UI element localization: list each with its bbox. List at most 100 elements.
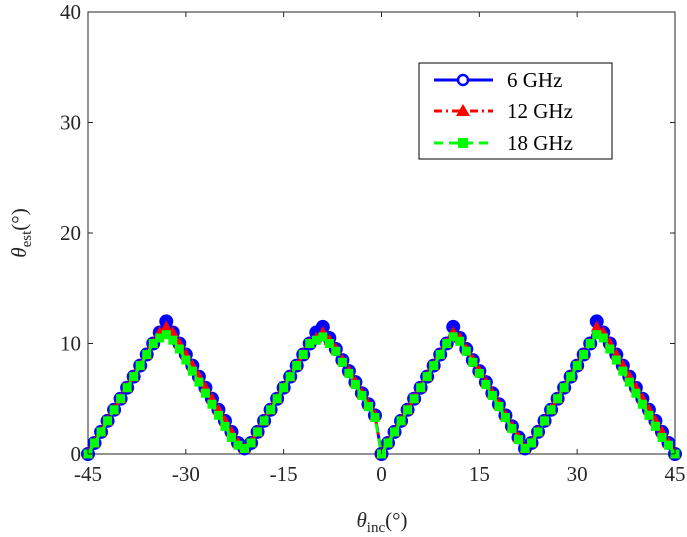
data-point bbox=[435, 350, 445, 360]
data-point bbox=[487, 390, 497, 400]
data-point bbox=[298, 350, 308, 360]
x-axis-title-unit: (°) bbox=[385, 508, 407, 532]
data-point bbox=[650, 421, 660, 431]
data-point bbox=[213, 410, 223, 420]
data-point bbox=[637, 399, 647, 409]
x-axis-title: θinc(°) bbox=[356, 508, 407, 536]
x-tick-label: -45 bbox=[74, 462, 102, 486]
data-point bbox=[148, 339, 158, 348]
data-point bbox=[533, 427, 543, 437]
data-point bbox=[559, 383, 569, 393]
data-point bbox=[279, 383, 289, 393]
data-point bbox=[207, 399, 217, 409]
data-point bbox=[240, 443, 250, 453]
data-point bbox=[468, 357, 478, 367]
legend-entry-18ghz: 18 GHz bbox=[434, 131, 573, 155]
data-point bbox=[527, 438, 537, 448]
tick-layer: -45 -30 -15 0 15 30 45 0 10 20 30 40 bbox=[60, 0, 686, 486]
x-axis-title-symbol: θ bbox=[356, 508, 366, 532]
data-point bbox=[122, 383, 132, 393]
data-point bbox=[461, 346, 471, 356]
data-point bbox=[292, 361, 302, 371]
data-point bbox=[226, 432, 236, 442]
legend-marker-6ghz bbox=[456, 73, 470, 87]
data-point bbox=[181, 355, 191, 365]
data-point bbox=[220, 421, 230, 431]
data-point bbox=[598, 333, 608, 343]
legend-label-18ghz: 18 GHz bbox=[507, 131, 573, 155]
data-point bbox=[663, 440, 673, 450]
data-point bbox=[116, 394, 126, 404]
legend-entry-6ghz: 6 GHz bbox=[434, 68, 562, 92]
data-point bbox=[285, 372, 295, 382]
data-point bbox=[246, 438, 256, 448]
data-point bbox=[233, 440, 243, 450]
data-point bbox=[383, 438, 393, 448]
data-point bbox=[350, 379, 360, 389]
x-tick-label: 45 bbox=[665, 462, 686, 486]
data-point bbox=[90, 438, 100, 448]
data-point bbox=[507, 424, 517, 434]
y-axis-title-unit: (°) bbox=[7, 208, 31, 230]
data-point bbox=[520, 443, 530, 453]
y-tick-label: 0 bbox=[71, 442, 82, 466]
y-tick-label: 30 bbox=[60, 111, 81, 135]
legend-entry-12ghz: 12 GHz bbox=[434, 99, 573, 123]
data-point bbox=[253, 427, 263, 437]
data-point bbox=[390, 427, 400, 437]
series-layer bbox=[81, 314, 682, 461]
y-axis-title-symbol: θ bbox=[7, 247, 31, 257]
data-point bbox=[624, 377, 634, 387]
data-point bbox=[553, 394, 563, 404]
data-point bbox=[331, 346, 341, 356]
legend-marker-18ghz bbox=[458, 138, 468, 148]
data-point bbox=[266, 405, 276, 415]
data-point bbox=[403, 405, 413, 415]
data-point bbox=[337, 357, 347, 367]
x-tick-label: 0 bbox=[376, 462, 387, 486]
data-point bbox=[618, 366, 628, 376]
x-tick-label: 15 bbox=[469, 462, 490, 486]
data-point bbox=[590, 320, 603, 332]
data-point bbox=[566, 372, 576, 382]
y-axis-title: θest(°) bbox=[7, 208, 35, 257]
data-point bbox=[259, 416, 269, 426]
x-tick-label: -15 bbox=[270, 462, 298, 486]
data-point bbox=[187, 366, 197, 376]
data-point bbox=[631, 388, 641, 398]
data-point bbox=[494, 401, 504, 411]
data-point bbox=[161, 330, 171, 340]
legend-marker-12ghz bbox=[456, 104, 470, 116]
data-point bbox=[455, 336, 465, 346]
x-tick-label: -30 bbox=[172, 462, 200, 486]
data-point bbox=[168, 335, 178, 345]
data-point bbox=[305, 339, 315, 348]
data-point bbox=[160, 320, 173, 332]
y-tick-label: 10 bbox=[60, 332, 81, 356]
data-point bbox=[109, 405, 119, 415]
data-point bbox=[200, 388, 210, 398]
data-point bbox=[272, 394, 282, 404]
data-point bbox=[409, 394, 419, 404]
legend: 6 GHz 12 GHz 18 GHz bbox=[418, 62, 613, 160]
data-point bbox=[363, 401, 373, 411]
data-point bbox=[194, 377, 204, 387]
x-tick-label: 30 bbox=[567, 462, 588, 486]
data-point bbox=[416, 383, 426, 393]
data-point bbox=[318, 332, 328, 342]
data-point bbox=[357, 390, 367, 400]
data-point bbox=[324, 339, 334, 348]
data-point bbox=[592, 330, 602, 340]
y-axis-title-subscript: est bbox=[19, 230, 35, 247]
data-point bbox=[103, 416, 113, 426]
data-point bbox=[422, 372, 432, 382]
data-point bbox=[135, 361, 145, 371]
legend-label-12ghz: 12 GHz bbox=[507, 99, 573, 123]
data-point bbox=[142, 350, 152, 360]
x-axis-title-subscript: inc bbox=[367, 520, 386, 536]
data-point bbox=[585, 339, 595, 348]
data-point bbox=[429, 361, 439, 371]
data-point bbox=[442, 339, 452, 348]
data-point bbox=[657, 432, 667, 442]
